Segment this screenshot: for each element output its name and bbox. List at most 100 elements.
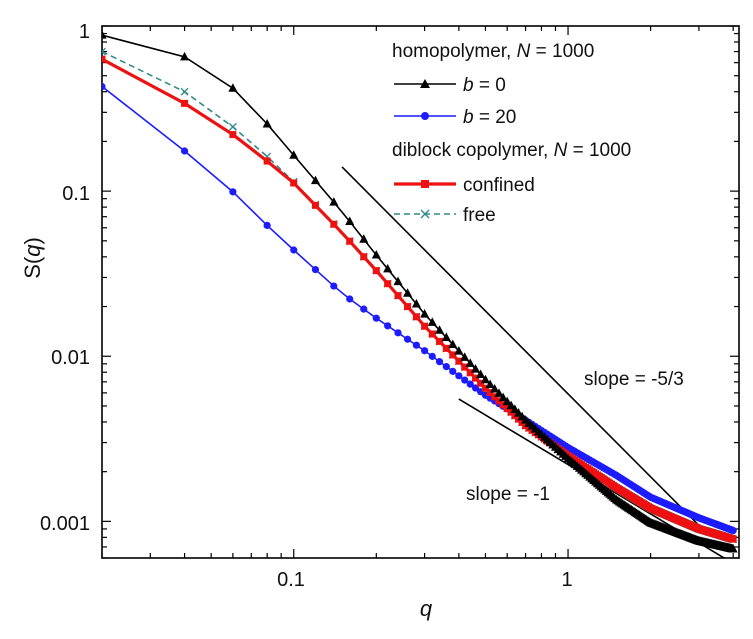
- legend-label-b20: b = 20: [463, 107, 516, 128]
- reference-line-0: [341, 166, 708, 534]
- legend-marker-b0: [420, 79, 430, 88]
- legend-label-confined: confined: [463, 175, 535, 196]
- data-point: [412, 341, 420, 349]
- legend-marker-confined: [421, 180, 429, 188]
- legend: homopolymer, N = 1000 b = 0 b = 20 diblo…: [392, 41, 631, 226]
- data-point: [461, 363, 469, 371]
- legend-label-free: free: [463, 205, 496, 226]
- data-point: [471, 364, 481, 373]
- data-point: [360, 253, 368, 261]
- data-point: [477, 379, 485, 387]
- legend-marker-free: [420, 209, 430, 219]
- data-point: [428, 330, 436, 338]
- data-point: [506, 400, 516, 410]
- data-point: [263, 221, 271, 230]
- data-point: [435, 325, 445, 334]
- data-point: [181, 99, 189, 107]
- series-line: [102, 57, 734, 541]
- data-point: [729, 526, 737, 535]
- data-point: [449, 351, 457, 359]
- data-point: [102, 47, 106, 56]
- data-point: [466, 380, 474, 388]
- data-point: [229, 131, 237, 139]
- data-point: [180, 87, 189, 96]
- data-point: [404, 303, 412, 311]
- data-point: [490, 384, 500, 393]
- data-point: [228, 83, 238, 92]
- y-axis-title: S(q): [20, 237, 45, 279]
- data-point: [372, 267, 380, 275]
- data-point: [310, 175, 320, 185]
- series-free: [102, 47, 738, 544]
- data-point: [498, 392, 508, 402]
- data-point: [394, 329, 402, 337]
- data-point: [403, 335, 412, 343]
- x-tick-label-0.1: 0.1: [277, 569, 305, 591]
- data-point: [449, 367, 457, 375]
- data-point: [455, 372, 463, 380]
- legend-group-homopolymer: homopolymer, N = 1000: [392, 41, 594, 62]
- data-point: [330, 282, 338, 290]
- data-point: [421, 347, 429, 355]
- data-point: [481, 384, 489, 392]
- data-point: [393, 276, 403, 286]
- data-point: [454, 346, 464, 355]
- data-point: [403, 288, 413, 297]
- data-point: [290, 246, 298, 254]
- data-point: [263, 157, 271, 165]
- data-point: [180, 51, 190, 61]
- data-point: [102, 30, 107, 39]
- data-point: [394, 292, 402, 300]
- axis-ticks: [101, 25, 739, 559]
- x-axis-title: q: [420, 596, 433, 621]
- data-point: [346, 237, 354, 245]
- data-point: [262, 118, 272, 128]
- data-point: [455, 357, 463, 365]
- data-point: [371, 250, 381, 259]
- data-point: [436, 337, 444, 345]
- series-confined: [102, 55, 737, 543]
- data-point: [384, 322, 392, 330]
- series-layer: [102, 30, 738, 553]
- data-point: [290, 179, 298, 187]
- data-point: [460, 352, 470, 361]
- data-point: [329, 197, 339, 206]
- data-point: [494, 388, 504, 397]
- data-point: [448, 339, 458, 349]
- data-point: [289, 150, 299, 159]
- data-point: [472, 374, 480, 382]
- data-point: [486, 389, 494, 397]
- data-point: [421, 322, 429, 330]
- data-point: [346, 295, 354, 303]
- y-tick-label-0.001: 0.001: [40, 513, 90, 535]
- data-point: [311, 265, 320, 274]
- y-tick-label-0.1: 0.1: [62, 183, 90, 205]
- y-tick-label-1: 1: [79, 21, 90, 43]
- data-point: [442, 363, 450, 371]
- slope-annotation-1: slope = -1: [466, 484, 550, 505]
- data-point: [729, 535, 737, 543]
- legend-group-diblock: diblock copolymer, N = 1000: [392, 140, 631, 161]
- legend-label-b0: b = 0: [463, 75, 506, 96]
- data-point: [728, 544, 738, 553]
- series-line: [102, 50, 734, 540]
- data-point: [180, 147, 189, 155]
- data-point: [466, 369, 474, 377]
- data-point: [502, 396, 512, 406]
- data-point: [102, 55, 106, 63]
- series-b-0: [102, 30, 738, 553]
- x-tick-label-1: 1: [561, 569, 572, 591]
- data-point: [360, 305, 368, 313]
- data-point: [420, 309, 430, 318]
- data-point: [330, 220, 338, 228]
- data-point: [384, 280, 392, 288]
- data-point: [427, 317, 437, 326]
- data-point: [383, 263, 393, 273]
- data-point: [428, 352, 436, 360]
- plot-frame: [101, 25, 740, 559]
- data-point: [461, 376, 469, 384]
- data-point: [441, 332, 451, 342]
- data-point: [412, 313, 420, 321]
- data-point: [435, 358, 444, 366]
